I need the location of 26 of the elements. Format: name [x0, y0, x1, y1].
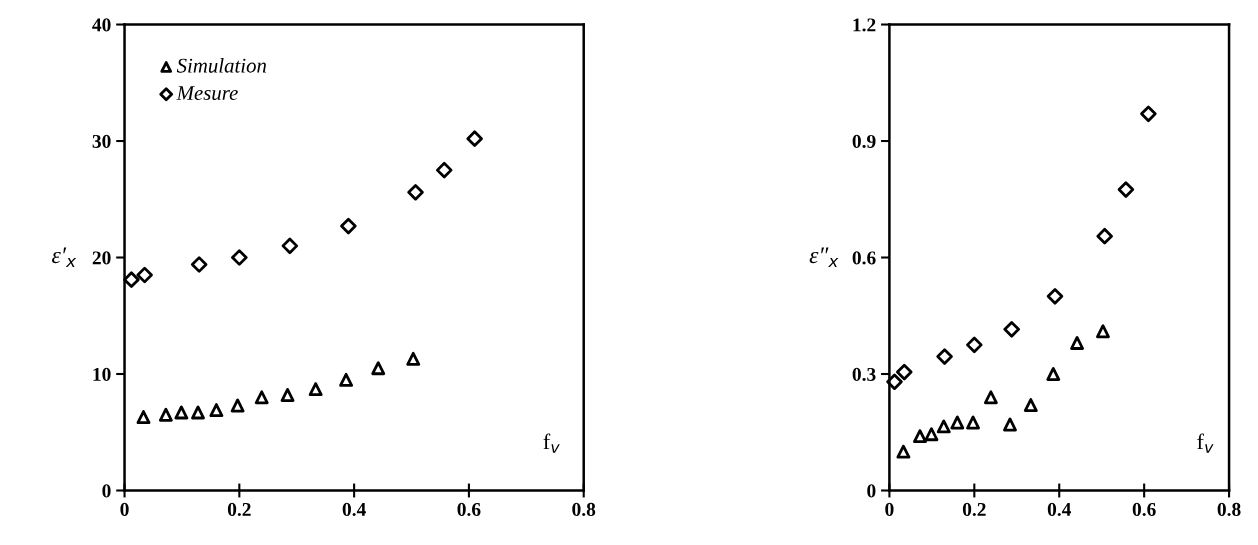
y-tick-label: 0.6	[852, 251, 876, 265]
x-tick-label: 0.4	[342, 502, 366, 517]
x-tick-label: 0.6	[457, 502, 481, 517]
y-axis-title: ε″$_{x}$	[809, 247, 839, 267]
y-tick-label: 40	[92, 18, 111, 32]
y-tick-label: 1.2	[853, 18, 876, 32]
x-axis-title: f$_{v}$	[1197, 433, 1214, 453]
y-tick-label: 10	[93, 367, 111, 381]
x-axis-title: f$_{v}$	[543, 433, 560, 453]
y-tick-label: 20	[92, 251, 111, 265]
y-tick-label: 0.9	[852, 134, 876, 149]
x-tick-label: 0.2	[962, 502, 986, 517]
x-tick-label: 0	[120, 502, 129, 516]
x-tick-label: 0.2	[227, 502, 251, 517]
y-tick-label: 30	[92, 134, 111, 148]
y-axis-title: ε′$_{x}$	[52, 247, 77, 267]
y-tick-label: 0.3	[852, 367, 876, 382]
legend-label: Mesure	[176, 86, 238, 101]
y-tick-label: 0	[102, 484, 111, 498]
x-tick-label: 0.6	[1132, 502, 1156, 517]
y-tick-label: 0	[867, 484, 876, 498]
x-tick-label: 0.8	[572, 502, 596, 517]
x-tick-label: 0.8	[1217, 502, 1241, 517]
x-tick-label: 0.4	[1047, 502, 1072, 517]
legend-label: Simulation	[176, 57, 267, 73]
x-tick-label: 0	[885, 502, 894, 516]
